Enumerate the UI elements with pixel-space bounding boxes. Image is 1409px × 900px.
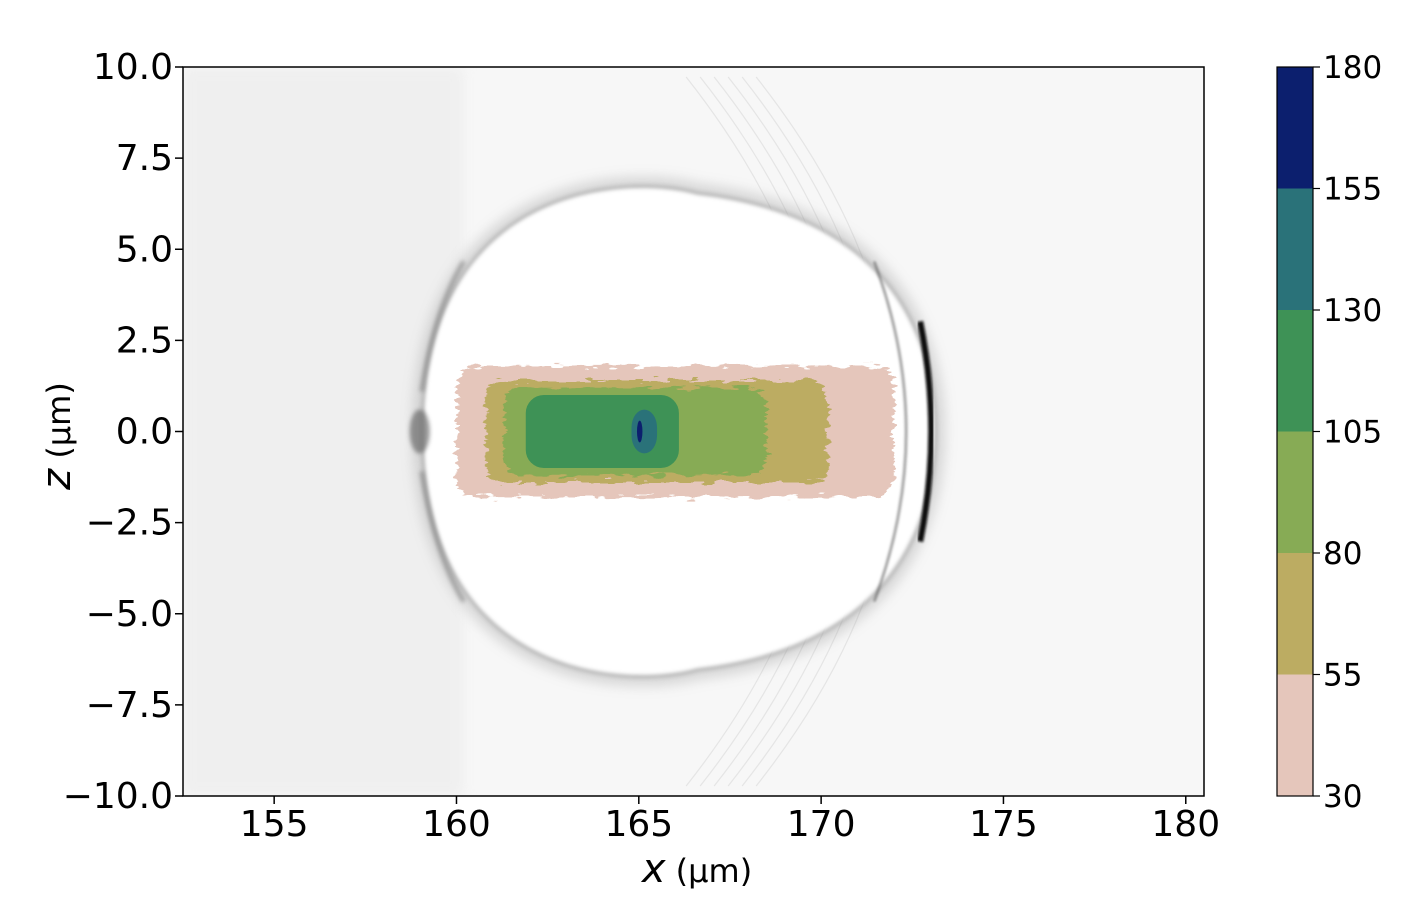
x-tick-label: 170: [787, 804, 856, 845]
background-density-field: [183, 67, 946, 796]
rear-streak-lower: [419, 471, 466, 603]
colorbar-tick-label: 105: [1323, 415, 1382, 451]
x-axis-label: x (μm): [640, 846, 752, 892]
x-tick-label: 175: [969, 804, 1038, 845]
rear-streak-upper: [419, 260, 466, 392]
plot-area: [183, 67, 1204, 796]
contour-layer: [456, 365, 895, 498]
colorbar-segment-55: [1277, 553, 1313, 675]
colorbar: 30 55 80 105 130 155 180: [1276, 50, 1382, 815]
bubble-front-edge: [917, 320, 935, 543]
x-axis-unit: (μm): [666, 852, 753, 890]
bubble-front-shoulder: [872, 261, 908, 602]
colorbar-segment-80: [1277, 431, 1313, 553]
y-axis-ticks: 10.0 7.5 5.0 2.5 0.0 −2.5 −5.0 −7.5 −10.0: [63, 47, 183, 817]
y-axis-unit: (μm): [40, 382, 78, 469]
y-tick-label: −7.5: [86, 685, 173, 726]
x-tick-label: 180: [1151, 804, 1220, 845]
bubble-rear-spot: [409, 409, 430, 454]
x-tick-label: 165: [604, 804, 673, 845]
colorbar-tick-label: 80: [1323, 536, 1362, 572]
colorbar-segment-105: [1277, 310, 1313, 432]
y-tick-label: 7.5: [116, 138, 173, 179]
colorbar-tick-label: 180: [1323, 50, 1382, 86]
y-tick-label: 10.0: [93, 47, 173, 88]
x-tick-label: 160: [422, 804, 491, 845]
y-tick-label: 0.0: [116, 412, 173, 453]
y-axis-symbol: z: [34, 468, 80, 491]
colorbar-tick-label: 155: [1323, 172, 1382, 208]
contour-level-155: [636, 420, 643, 443]
x-axis-symbol: x: [640, 846, 666, 892]
x-axis-ticks: 155 160 165 170 175 180: [240, 796, 1220, 845]
y-tick-label: 2.5: [116, 320, 173, 361]
colorbar-tick-label: 130: [1323, 293, 1382, 329]
y-tick-label: −5.0: [86, 594, 173, 635]
y-axis-label: z (μm): [34, 382, 80, 491]
x-tick-label: 155: [240, 804, 309, 845]
contour-level-130: [631, 409, 658, 454]
y-tick-label: 5.0: [116, 229, 173, 270]
colorbar-tick-label: 30: [1323, 779, 1362, 815]
colorbar-segment-155: [1277, 67, 1313, 189]
colorbar-segment-130: [1277, 188, 1313, 310]
colorbar-tick-label: 55: [1323, 658, 1362, 694]
colorbar-segment-30: [1277, 674, 1313, 796]
y-tick-label: −10.0: [63, 776, 173, 817]
y-tick-label: −2.5: [86, 503, 173, 544]
